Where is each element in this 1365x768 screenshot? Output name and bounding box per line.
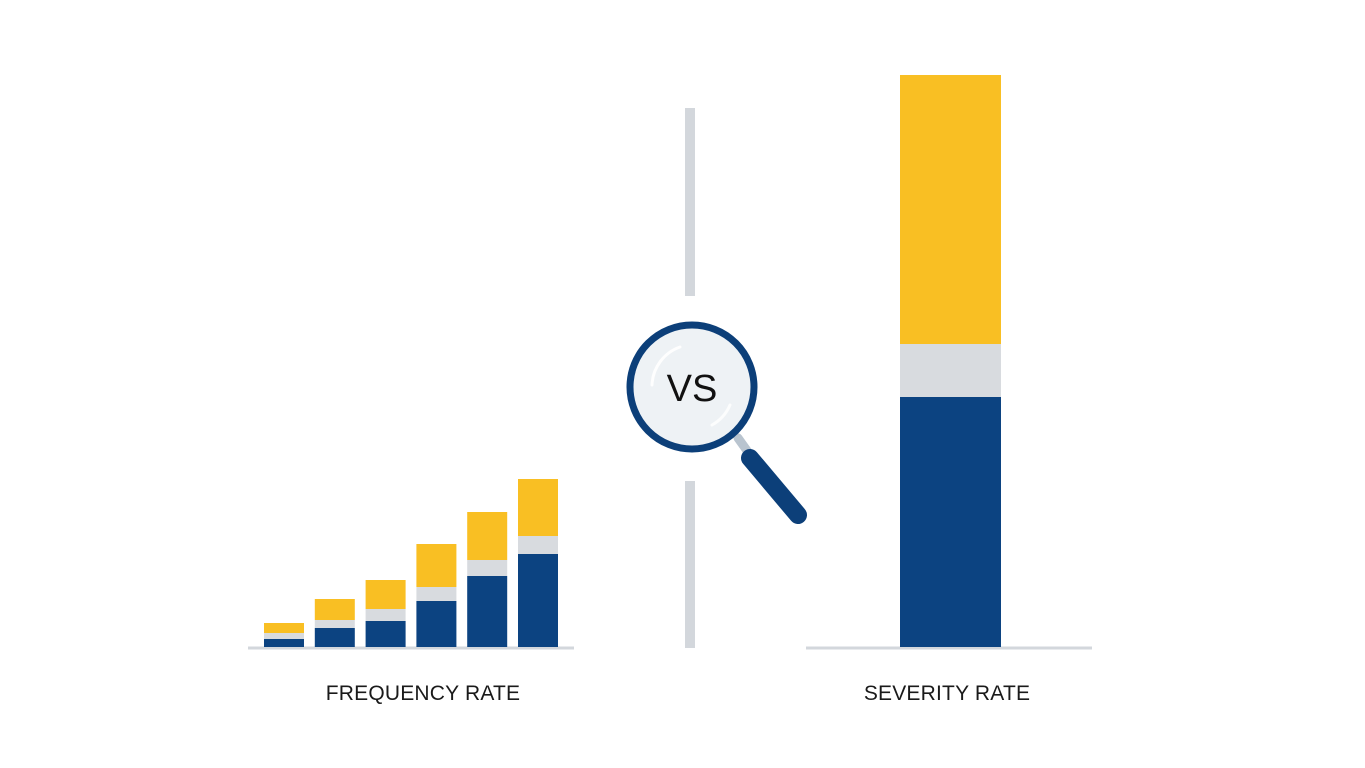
bar-segment-gray-4 (416, 587, 457, 601)
lens-glare (650, 345, 682, 387)
severity-rate-label: SEVERITY RATE (864, 682, 1030, 705)
bar-segment-yellow-6 (518, 479, 558, 536)
bar-segment-navy-1 (264, 639, 304, 647)
bar-segment-navy-5 (467, 576, 508, 647)
bar-segment-gray-3 (365, 609, 406, 621)
bar-segment-navy-1 (900, 397, 1001, 647)
bar-segment-gray-6 (518, 536, 558, 554)
bar-segment-gray-5 (467, 560, 508, 576)
bar-segment-navy-4 (416, 601, 457, 647)
frequency-rate-label: FREQUENCY RATE (326, 682, 521, 705)
bar-segment-yellow-1 (264, 623, 304, 633)
bar-segment-navy-2 (314, 628, 355, 647)
severity-rate-chart: SEVERITY RATE (806, 75, 1092, 705)
severity-bars (900, 75, 1001, 647)
bar-segment-yellow-4 (416, 544, 457, 587)
lens-glare-lower (710, 403, 732, 427)
bar-segment-yellow-3 (365, 580, 406, 609)
magnifier-handle-neck (733, 433, 753, 457)
bar-segment-navy-3 (365, 621, 406, 647)
frequency-rate-chart: FREQUENCY RATE (248, 479, 574, 705)
vs-divider: VS (626, 108, 807, 648)
bar-segment-yellow-1 (900, 75, 1001, 344)
bar-segment-yellow-2 (314, 599, 355, 620)
frequency-bars (264, 479, 558, 647)
magnifying-glass-icon (626, 321, 807, 524)
bar-segment-gray-1 (264, 633, 304, 639)
bar-segment-gray-2 (314, 620, 355, 628)
bar-segment-gray-1 (900, 344, 1001, 397)
magnifier-handle (741, 449, 807, 524)
bar-segment-yellow-5 (467, 512, 508, 560)
bar-segment-navy-6 (518, 554, 558, 647)
vs-text: VS (667, 368, 718, 410)
